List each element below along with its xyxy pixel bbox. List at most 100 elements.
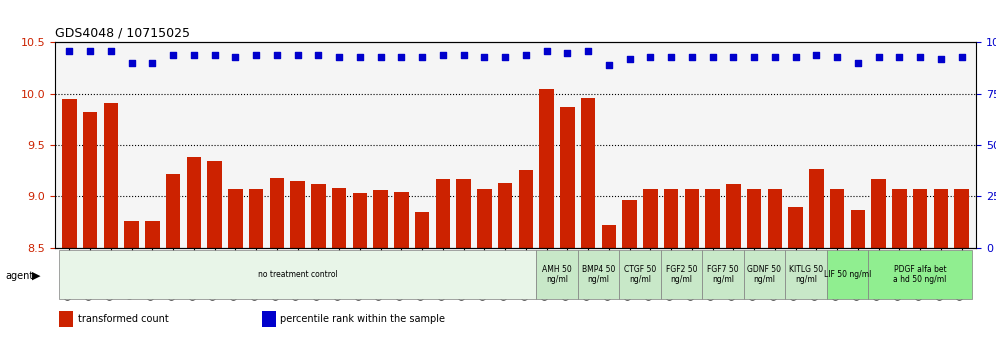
- Bar: [290, 181, 305, 248]
- Bar: [62, 99, 77, 248]
- Bar: [262, 312, 276, 327]
- Point: [186, 52, 202, 58]
- Point: [497, 54, 513, 60]
- Point: [601, 62, 617, 68]
- Text: GDS4048 / 10715025: GDS4048 / 10715025: [55, 27, 190, 40]
- Bar: [768, 189, 782, 248]
- Text: transformed count: transformed count: [78, 314, 168, 324]
- Bar: [249, 189, 263, 248]
- Point: [373, 54, 388, 60]
- Point: [746, 54, 762, 60]
- Bar: [60, 312, 74, 327]
- Bar: [228, 189, 243, 248]
- Point: [144, 60, 160, 66]
- Point: [455, 52, 471, 58]
- Bar: [643, 189, 657, 248]
- Point: [165, 52, 181, 58]
- Text: CTGF 50
ng/ml: CTGF 50 ng/ml: [623, 265, 656, 284]
- Point: [725, 54, 741, 60]
- Bar: [145, 221, 159, 248]
- Bar: [374, 190, 387, 248]
- Point: [414, 54, 430, 60]
- Point: [622, 56, 637, 62]
- Bar: [809, 169, 824, 248]
- Point: [227, 54, 243, 60]
- Bar: [726, 184, 741, 248]
- Point: [331, 54, 347, 60]
- Bar: [186, 158, 201, 248]
- Bar: [747, 189, 761, 248]
- Point: [684, 54, 700, 60]
- Point: [352, 54, 368, 60]
- Bar: [332, 188, 347, 248]
- Point: [767, 54, 783, 60]
- Point: [829, 54, 845, 60]
- Point: [124, 60, 139, 66]
- FancyBboxPatch shape: [660, 250, 702, 299]
- Bar: [788, 207, 803, 248]
- Bar: [477, 189, 492, 248]
- Bar: [560, 107, 575, 248]
- Text: agent: agent: [5, 271, 33, 281]
- FancyBboxPatch shape: [536, 250, 578, 299]
- Text: FGF2 50
ng/ml: FGF2 50 ng/ml: [665, 265, 697, 284]
- Point: [518, 52, 534, 58]
- Bar: [684, 189, 699, 248]
- Text: no treatment control: no treatment control: [258, 270, 338, 279]
- Point: [642, 54, 658, 60]
- Bar: [456, 179, 471, 248]
- Point: [704, 54, 720, 60]
- Point: [871, 54, 886, 60]
- Bar: [435, 179, 450, 248]
- Point: [663, 54, 679, 60]
- Bar: [165, 174, 180, 248]
- Point: [62, 48, 78, 53]
- Point: [290, 52, 306, 58]
- Point: [788, 54, 804, 60]
- Point: [206, 52, 222, 58]
- FancyBboxPatch shape: [744, 250, 785, 299]
- Text: LIF 50 ng/ml: LIF 50 ng/ml: [824, 270, 872, 279]
- Bar: [124, 221, 138, 248]
- Bar: [954, 189, 969, 248]
- Point: [850, 60, 866, 66]
- Bar: [83, 112, 98, 248]
- Text: GDNF 50
ng/ml: GDNF 50 ng/ml: [747, 265, 782, 284]
- FancyBboxPatch shape: [702, 250, 744, 299]
- Bar: [622, 200, 636, 248]
- Point: [580, 48, 596, 53]
- Bar: [104, 103, 119, 248]
- Bar: [519, 170, 533, 248]
- Bar: [912, 189, 927, 248]
- Point: [393, 54, 409, 60]
- Point: [82, 48, 98, 53]
- FancyBboxPatch shape: [827, 250, 869, 299]
- Point: [912, 54, 928, 60]
- Point: [103, 48, 119, 53]
- FancyBboxPatch shape: [578, 250, 620, 299]
- Bar: [270, 178, 284, 248]
- FancyBboxPatch shape: [785, 250, 827, 299]
- Bar: [539, 88, 554, 248]
- Bar: [353, 193, 368, 248]
- Text: AMH 50
ng/ml: AMH 50 ng/ml: [542, 265, 572, 284]
- Bar: [602, 225, 617, 248]
- Text: FGF7 50
ng/ml: FGF7 50 ng/ml: [707, 265, 739, 284]
- Text: percentile rank within the sample: percentile rank within the sample: [281, 314, 445, 324]
- Bar: [851, 210, 866, 248]
- Text: PDGF alfa bet
a hd 50 ng/ml: PDGF alfa bet a hd 50 ng/ml: [893, 265, 947, 284]
- Point: [269, 52, 285, 58]
- FancyBboxPatch shape: [59, 250, 536, 299]
- Text: ▶: ▶: [32, 271, 41, 281]
- FancyBboxPatch shape: [869, 250, 972, 299]
- Bar: [705, 189, 720, 248]
- Bar: [498, 183, 512, 248]
- Bar: [830, 189, 845, 248]
- FancyBboxPatch shape: [620, 250, 660, 299]
- Point: [560, 50, 576, 56]
- Bar: [933, 189, 948, 248]
- Bar: [414, 212, 429, 248]
- Bar: [311, 184, 326, 248]
- Bar: [207, 161, 222, 248]
- Text: KITLG 50
ng/ml: KITLG 50 ng/ml: [789, 265, 823, 284]
